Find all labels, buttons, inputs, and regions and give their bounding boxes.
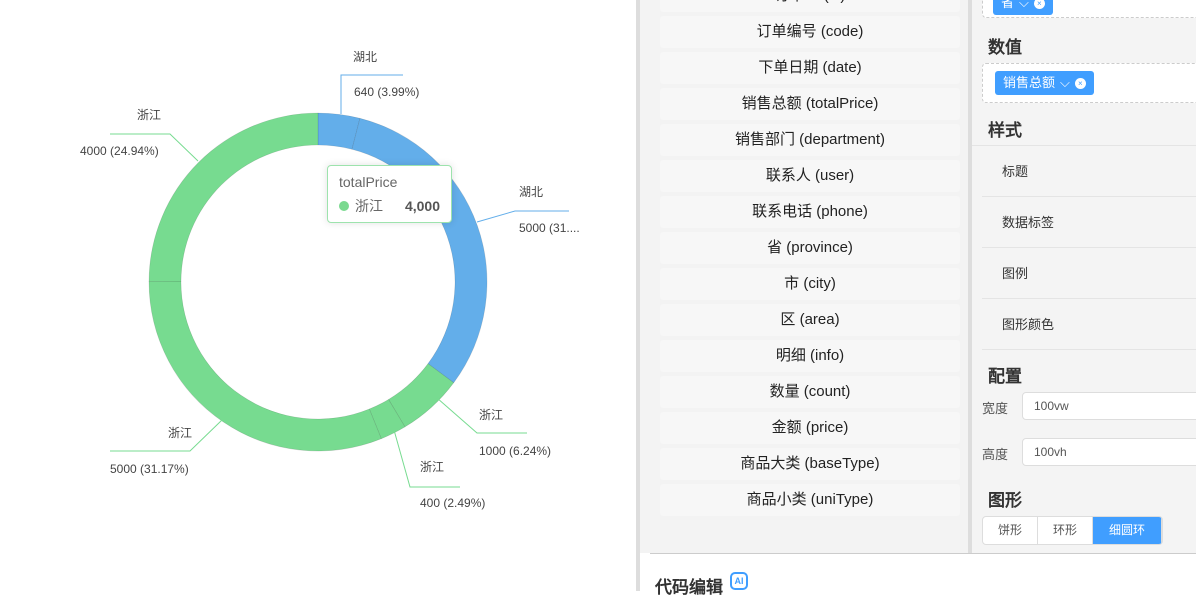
tooltip-marker bbox=[339, 201, 349, 211]
style-item-title[interactable]: 标题 bbox=[982, 146, 1196, 197]
shape-heading: 图形 bbox=[988, 491, 1022, 510]
donut-slice[interactable] bbox=[148, 281, 382, 452]
field-item[interactable]: 商品小类 (uniType) bbox=[660, 484, 960, 516]
donut-chart: 湖北 640 (3.99%) 湖北 5000 (31.... 浙江 1000 (6.24%… bbox=[80, 49, 580, 510]
tooltip-title: totalPrice bbox=[339, 174, 398, 190]
donut-slice[interactable] bbox=[317, 112, 361, 150]
slice-label-name: 浙江 bbox=[420, 460, 444, 474]
ai-icon[interactable]: AI bbox=[730, 572, 748, 590]
panel-resizer[interactable] bbox=[636, 0, 640, 591]
panel-divider bbox=[968, 0, 972, 553]
chevron-down-icon[interactable]: ⌵ bbox=[1019, 0, 1029, 10]
dimension-tag[interactable]: 省 ⌵ × bbox=[993, 0, 1053, 15]
config-panel: 省 ⌵ × 数值 销售总额 ⌵ × 样式 标题 数据标签 图例 图形颜色 配置 宽度 1… bbox=[972, 0, 1196, 553]
tooltip-value: 4,000 bbox=[404, 198, 440, 214]
dimension-dropzone[interactable]: 省 ⌵ × bbox=[982, 0, 1196, 18]
label-leader-line bbox=[393, 429, 460, 488]
label-leader-line bbox=[436, 397, 527, 434]
style-item-legend[interactable]: 图例 bbox=[982, 248, 1196, 299]
label-leader-line bbox=[110, 133, 199, 162]
field-item[interactable]: 市 (city) bbox=[660, 268, 960, 300]
value-tag[interactable]: 销售总额 ⌵ × bbox=[995, 71, 1094, 95]
code-editor-title: 代码编辑 bbox=[655, 578, 723, 597]
height-input[interactable]: 100vh bbox=[1022, 438, 1196, 466]
slice-label-value: 400 (2.49%) bbox=[420, 496, 485, 510]
donut-slice[interactable] bbox=[351, 117, 488, 384]
field-item[interactable]: 下单日期 (date) bbox=[660, 52, 960, 84]
field-item[interactable]: 金额 (price) bbox=[660, 412, 960, 444]
style-item-color[interactable]: 图形颜色 bbox=[982, 299, 1196, 350]
height-label: 高度 bbox=[982, 447, 1009, 462]
label-leader-line bbox=[340, 74, 403, 114]
shape-selector: 饼形 环形 细圆环 bbox=[982, 516, 1164, 545]
chevron-down-icon[interactable]: ⌵ bbox=[1060, 75, 1070, 90]
field-item[interactable]: 订单编号 (code) bbox=[660, 16, 960, 48]
tooltip-name: 浙江 bbox=[355, 198, 383, 214]
chart-tooltip: totalPrice 浙江 4,000 bbox=[327, 165, 452, 223]
value-heading: 数值 bbox=[988, 38, 1022, 57]
style-item-data-label[interactable]: 数据标签 bbox=[982, 197, 1196, 248]
label-leader-line bbox=[110, 419, 223, 452]
field-item[interactable]: 商品大类 (baseType) bbox=[660, 448, 960, 480]
width-input[interactable]: 100vw bbox=[1022, 392, 1196, 420]
slice-label-name: 浙江 bbox=[137, 108, 161, 122]
value-dropzone[interactable]: 销售总额 ⌵ × bbox=[982, 63, 1196, 103]
settings-heading: 配置 bbox=[988, 367, 1022, 386]
slice-label-value: 1000 (6.24%) bbox=[479, 444, 551, 458]
slice-label-value: 4000 (24.94%) bbox=[80, 144, 159, 158]
field-item[interactable]: 销售部门 (department) bbox=[660, 124, 960, 156]
donut-slice[interactable] bbox=[148, 112, 319, 282]
field-item[interactable]: 数量 (count) bbox=[660, 376, 960, 408]
field-item[interactable]: 明细 (info) bbox=[660, 340, 960, 372]
label-leader-line bbox=[476, 210, 569, 223]
close-icon[interactable]: × bbox=[1033, 0, 1045, 9]
close-icon[interactable]: × bbox=[1074, 77, 1086, 89]
field-item[interactable]: 联系人 (user) bbox=[660, 160, 960, 192]
slice-label-value: 640 (3.99%) bbox=[354, 85, 419, 99]
field-item[interactable]: 区 (area) bbox=[660, 304, 960, 336]
width-label: 宽度 bbox=[982, 401, 1009, 416]
field-item[interactable]: 联系电话 (phone) bbox=[660, 196, 960, 228]
field-list: 订单ID (id) 订单编号 (code) 下单日期 (date) 销售总额 (tot… bbox=[640, 0, 968, 553]
slice-label-name: 浙江 bbox=[168, 426, 192, 440]
field-item[interactable]: 销售总额 (totalPrice) bbox=[660, 88, 960, 120]
field-item[interactable]: 订单ID (id) bbox=[660, 0, 960, 12]
dimension-tag-label: 省 bbox=[1001, 0, 1015, 10]
value-tag-label: 销售总额 bbox=[1003, 75, 1056, 90]
slice-label-value: 5000 (31.17%) bbox=[110, 462, 189, 476]
slice-label-name: 湖北 bbox=[353, 49, 377, 64]
shape-option-pie[interactable]: 饼形 bbox=[983, 517, 1039, 544]
shape-option-thin-ring[interactable]: 细圆环 bbox=[1093, 517, 1163, 544]
slice-label-name: 湖北 bbox=[519, 184, 543, 199]
field-item[interactable]: 省 (province) bbox=[660, 232, 960, 264]
slice-label-name: 浙江 bbox=[479, 408, 503, 422]
code-editor-section: 代码编辑 AI bbox=[650, 553, 1196, 597]
style-heading: 样式 bbox=[988, 121, 1022, 140]
shape-option-ring[interactable]: 环形 bbox=[1038, 517, 1094, 544]
slice-label-value: 5000 (31.... bbox=[519, 221, 580, 235]
